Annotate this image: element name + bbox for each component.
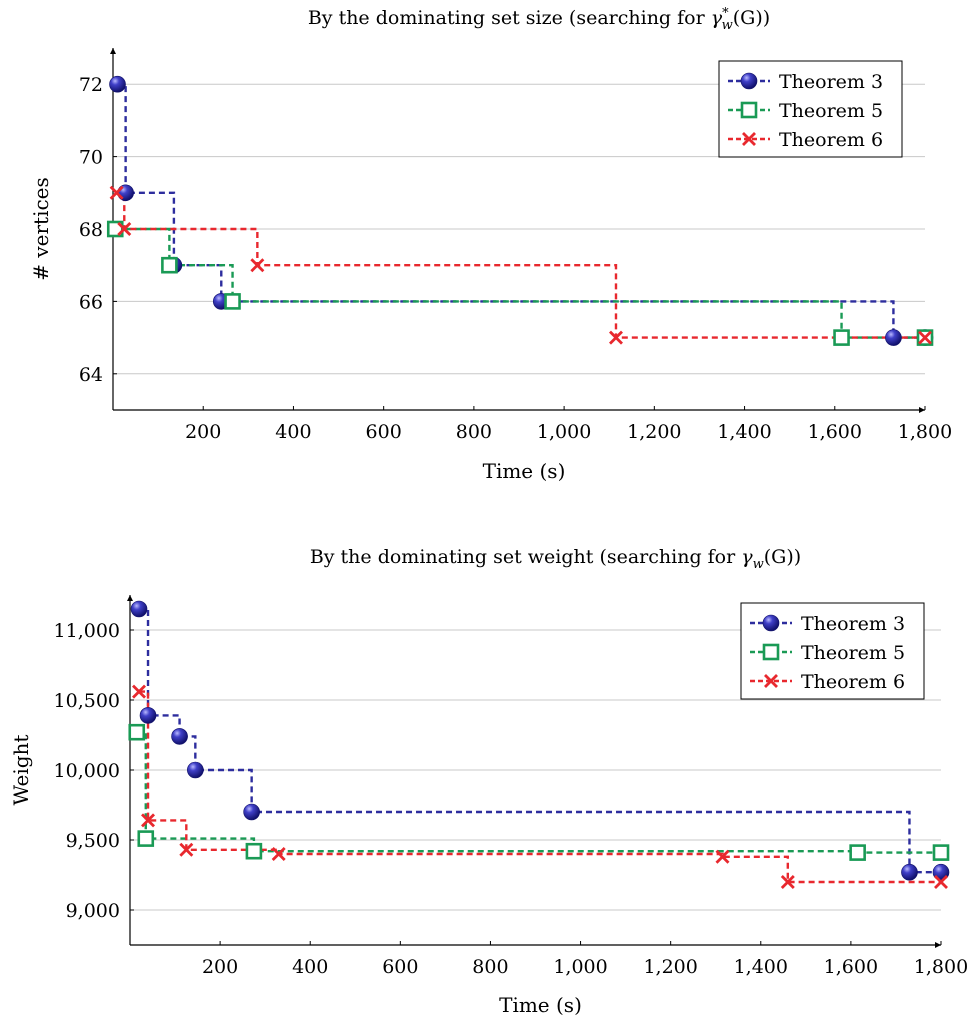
data-point <box>271 847 286 861</box>
x-tick-label: 200 <box>202 956 238 978</box>
legend-marker <box>740 72 758 90</box>
y-tick-label: 66 <box>79 291 103 313</box>
data-point <box>833 329 850 346</box>
legend-marker <box>764 674 778 688</box>
x-tick-label: 1,400 <box>717 421 771 443</box>
data-point <box>141 813 156 828</box>
data-point <box>109 185 124 200</box>
data-point <box>250 258 265 273</box>
data-point <box>109 75 126 93</box>
data-point <box>608 330 623 345</box>
data-point <box>224 293 241 310</box>
y-tick-label: 72 <box>79 74 103 96</box>
x-axis-arrow <box>935 942 941 948</box>
y-axis-label: # vertices <box>29 177 53 281</box>
legend-label: Theorem 3 <box>779 71 883 93</box>
x-tick-label: 400 <box>292 956 328 978</box>
y-tick-label: 9,000 <box>66 900 120 922</box>
data-point <box>130 600 148 618</box>
data-point <box>137 830 155 847</box>
legend-label: Theorem 5 <box>779 100 883 122</box>
x-tick-label: 200 <box>185 421 221 443</box>
x-axis-label: Time (s) <box>499 993 582 1017</box>
data-point <box>117 184 134 202</box>
data-point <box>106 220 124 238</box>
x-tick-label: 600 <box>382 956 418 978</box>
data-point <box>934 875 948 889</box>
x-tick-label: 1,000 <box>537 421 591 443</box>
data-point <box>132 684 147 699</box>
data-point <box>171 728 188 745</box>
data-point <box>161 256 178 274</box>
x-tick-label: 1,800 <box>914 956 968 978</box>
x-tick-label: 1,600 <box>824 956 878 978</box>
legend-marker <box>742 132 756 146</box>
data-point <box>885 329 902 346</box>
data-point <box>187 761 204 779</box>
series-line-2 <box>136 731 941 854</box>
x-tick-label: 1,200 <box>643 956 697 978</box>
x-tick-label: 1,000 <box>553 956 607 978</box>
legend-marker <box>762 643 780 661</box>
chart-title: By the dominating set weight (searching … <box>310 546 801 572</box>
x-tick-label: 600 <box>366 421 402 443</box>
legend-label: Theorem 6 <box>779 129 883 151</box>
legend-label: Theorem 3 <box>801 613 905 635</box>
chart-weight: By the dominating set weight (searching … <box>9 546 968 1017</box>
x-tick-label: 1,800 <box>898 421 952 443</box>
x-axis-arrow <box>919 407 925 413</box>
series-line-3 <box>116 191 925 339</box>
data-point <box>128 723 146 741</box>
series-line-1 <box>139 607 941 874</box>
chart-vertices: By the dominating set size (searching fo… <box>29 6 952 483</box>
data-point <box>932 844 950 861</box>
data-point <box>245 842 263 860</box>
data-point <box>243 803 260 821</box>
y-axis-label: Weight <box>9 735 33 806</box>
y-tick-label: 10,500 <box>54 690 120 712</box>
y-tick-label: 68 <box>79 219 103 241</box>
legend-marker <box>740 101 758 119</box>
data-point <box>780 875 795 889</box>
data-point <box>849 844 866 861</box>
legend-marker <box>762 614 780 632</box>
series-line-2 <box>115 227 925 339</box>
legend-label: Theorem 5 <box>801 642 905 664</box>
x-tick-label: 1,600 <box>808 421 862 443</box>
data-point <box>918 330 932 345</box>
data-point <box>715 849 730 864</box>
y-tick-label: 10,000 <box>54 760 120 782</box>
y-axis-arrow <box>110 48 116 54</box>
chart-title: By the dominating set size (searching fo… <box>308 6 770 33</box>
x-tick-label: 1,200 <box>627 421 681 443</box>
y-tick-label: 70 <box>79 147 103 169</box>
x-tick-label: 1,400 <box>734 956 788 978</box>
data-point <box>179 842 194 857</box>
data-point <box>139 707 157 724</box>
x-tick-label: 800 <box>456 421 492 443</box>
data-point <box>901 863 918 881</box>
legend-label: Theorem 6 <box>801 671 905 693</box>
x-axis-label: Time (s) <box>483 459 566 483</box>
y-tick-label: 11,000 <box>54 620 120 642</box>
y-axis-arrow <box>127 595 133 601</box>
x-tick-label: 400 <box>275 421 311 443</box>
y-tick-label: 9,500 <box>66 830 120 852</box>
x-tick-label: 800 <box>472 956 508 978</box>
series-line-1 <box>117 83 925 339</box>
y-tick-label: 64 <box>79 364 103 386</box>
data-point <box>117 222 132 236</box>
